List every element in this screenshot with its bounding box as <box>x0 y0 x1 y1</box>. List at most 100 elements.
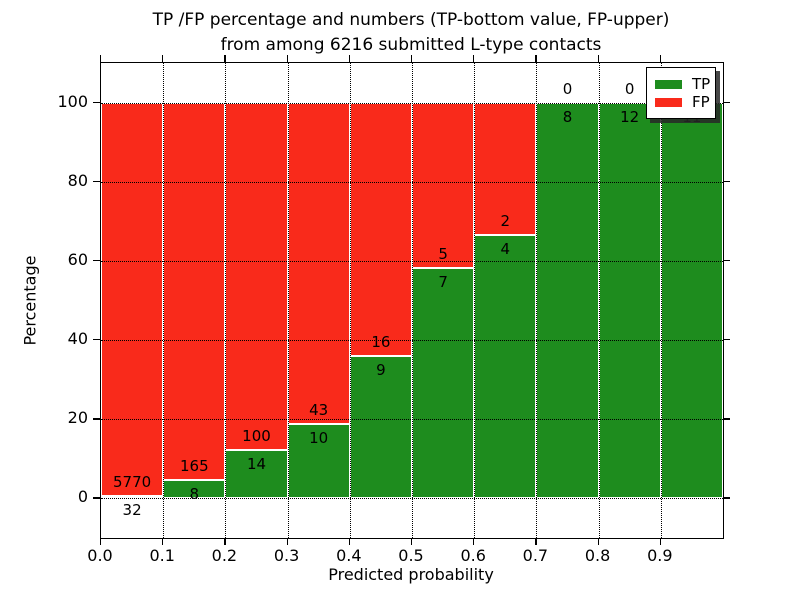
fp-bar-segment <box>101 102 164 497</box>
legend-entry: TP <box>655 74 711 93</box>
fp-count-label: 43 <box>309 400 329 419</box>
fp-count-label: 5 <box>438 244 448 263</box>
x-tick-mark-top <box>100 55 102 62</box>
x-tick-mark-top <box>411 55 413 62</box>
fp-count-label: 0 <box>624 79 635 98</box>
v-gridline <box>225 63 227 538</box>
x-tick-label: 0.9 <box>647 546 673 565</box>
legend-label-fp: FP <box>692 92 710 111</box>
fp-bar-segment <box>412 102 475 268</box>
v-gridline <box>412 63 413 538</box>
y-tick-mark-right <box>723 180 730 183</box>
tp-bar-segment <box>660 102 723 499</box>
x-tick-label: 0.5 <box>398 546 424 565</box>
x-tick-mark <box>473 538 475 545</box>
x-tick-mark <box>286 538 288 545</box>
fp-legend-swatch <box>655 97 682 107</box>
y-tick-label: 0 <box>77 487 88 507</box>
y-tick-mark <box>93 339 100 341</box>
y-tick-mark-right <box>723 497 730 499</box>
x-tick-mark <box>348 538 351 545</box>
tp-count-label: 9 <box>376 360 386 379</box>
fp-count-label: 0 <box>562 79 573 98</box>
fp-bar-segment <box>287 102 350 424</box>
v-gridline <box>349 63 351 538</box>
tp-count-label: 4 <box>500 239 511 258</box>
x-tick-mark-top <box>535 55 537 62</box>
v-gridline <box>598 63 600 538</box>
v-gridline <box>163 63 165 538</box>
fp-bar-segment <box>163 102 226 481</box>
x-axis-label: Predicted probability <box>328 565 494 584</box>
tp-legend-swatch <box>655 79 682 89</box>
fp-count-label: 5770 <box>113 473 152 492</box>
v-gridline <box>287 63 289 538</box>
chart-title-line2: from among 6216 submitted L-type contact… <box>220 35 602 55</box>
tp-count-label: 12 <box>620 107 640 126</box>
x-tick-label: 0.6 <box>460 546 486 565</box>
y-tick-label: 100 <box>57 91 88 111</box>
tp-bar-segment <box>225 449 288 499</box>
chart-title: TP /FP percentage and numbers (TP-bottom… <box>100 8 722 58</box>
legend-label-tp: TP <box>692 74 711 93</box>
tp-count-label: 8 <box>189 485 200 504</box>
fp-count-label: 100 <box>242 426 271 445</box>
x-tick-mark <box>597 538 599 545</box>
x-tick-mark <box>659 538 662 545</box>
x-tick-mark-top <box>286 55 288 62</box>
legend-entry: FP <box>655 92 710 111</box>
y-tick-mark <box>93 259 100 262</box>
x-tick-mark-top <box>597 55 599 62</box>
y-tick-mark <box>93 418 100 420</box>
x-tick-mark <box>162 538 164 545</box>
fp-count-label: 165 <box>179 457 209 476</box>
y-tick-mark <box>93 497 100 499</box>
x-tick-label: 0.0 <box>87 546 113 565</box>
x-tick-mark-top <box>473 55 475 62</box>
y-axis-label: Percentage <box>20 255 40 346</box>
y-tick-mark-right <box>723 259 730 262</box>
y-tick-mark <box>93 101 100 103</box>
tp-bar-segment <box>287 423 350 499</box>
tp-count-label: 10 <box>309 428 329 447</box>
fp-count-label: 16 <box>371 332 391 351</box>
x-tick-mark-top <box>224 55 226 62</box>
v-gridline <box>660 63 662 538</box>
tp-bar-segment <box>598 102 661 499</box>
tp-bar-segment <box>101 496 164 499</box>
fp-bar-segment <box>349 102 412 356</box>
fp-count-label: 2 <box>500 211 511 230</box>
v-gridline <box>536 63 538 538</box>
y-tick-mark-right <box>723 418 730 420</box>
legend: TP FP <box>646 67 716 119</box>
y-tick-label: 60 <box>67 249 88 269</box>
fp-bar-segment <box>474 102 537 235</box>
tp-count-label: 7 <box>438 272 448 291</box>
tp-bar-segment <box>536 102 599 499</box>
x-tick-label: 0.7 <box>522 546 549 565</box>
tp-bar-segment <box>412 267 475 499</box>
tp-count-label: 32 <box>122 501 142 520</box>
tp-count-label: 8 <box>562 107 573 126</box>
x-tick-label: 0.1 <box>149 546 175 565</box>
x-tick-mark <box>535 538 537 545</box>
x-tick-label: 0.8 <box>584 546 611 565</box>
v-gridline <box>474 63 476 538</box>
x-tick-mark-top <box>348 55 351 62</box>
y-tick-mark-right <box>723 101 730 103</box>
tp-count-label: 14 <box>246 454 267 473</box>
y-tick-label: 40 <box>67 329 88 349</box>
x-tick-mark <box>411 538 413 545</box>
tp-bar-segment <box>349 355 412 499</box>
y-tick-label: 80 <box>67 170 88 190</box>
x-tick-mark <box>100 538 102 545</box>
chart-title-line1: TP /FP percentage and numbers (TP-bottom… <box>152 10 670 30</box>
x-tick-mark <box>224 538 226 545</box>
x-tick-label: 0.4 <box>336 546 362 565</box>
y-tick-label: 20 <box>67 408 88 428</box>
x-tick-mark-top <box>659 55 662 62</box>
x-tick-label: 0.3 <box>273 546 300 565</box>
x-tick-label: 0.2 <box>211 546 238 565</box>
